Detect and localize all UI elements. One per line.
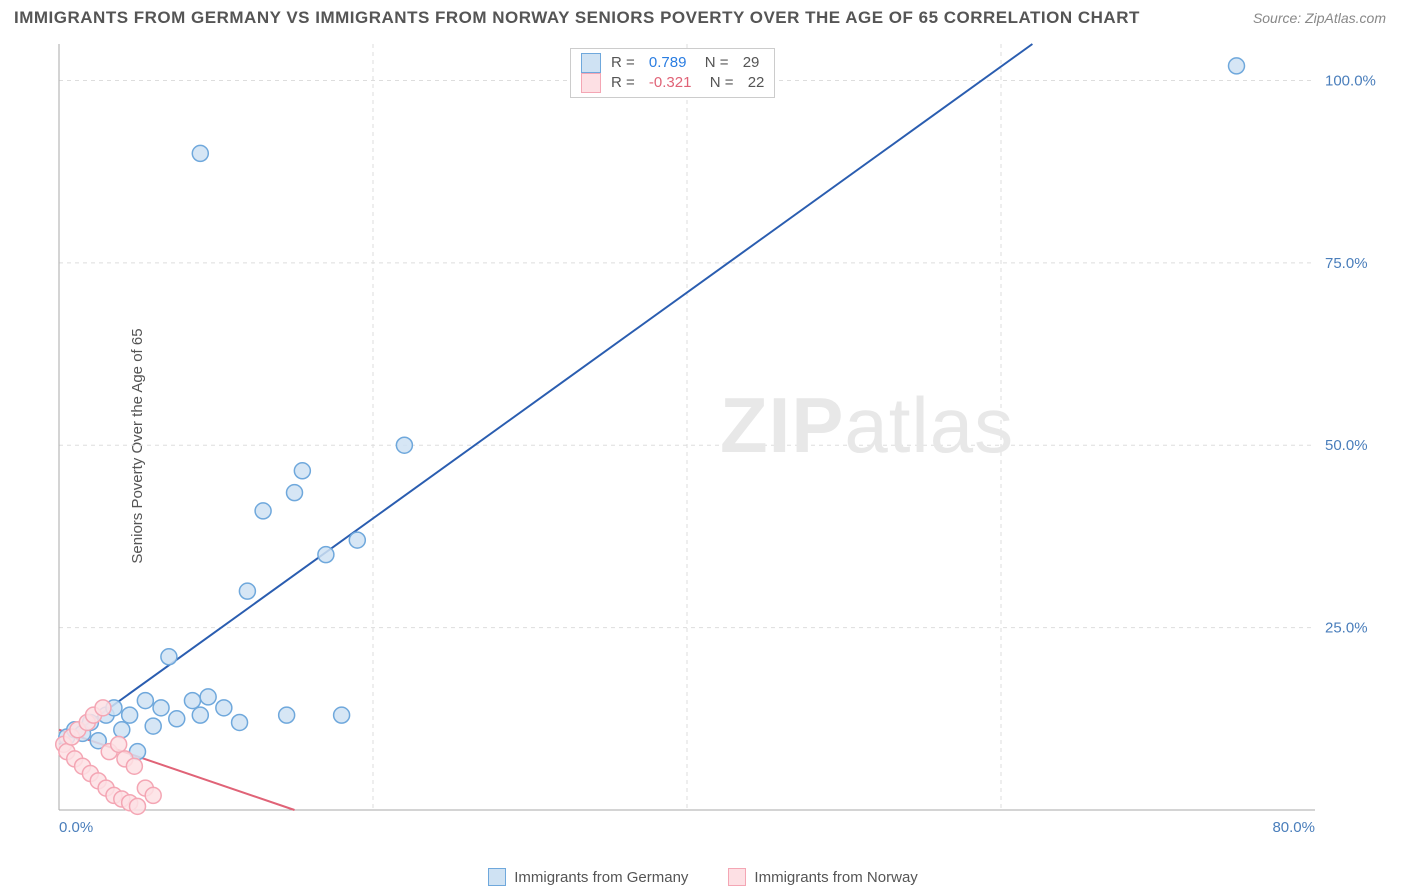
- stats-row: R = -0.321 N = 22: [581, 73, 764, 93]
- n-label: N =: [696, 54, 728, 71]
- source-label: Source: ZipAtlas.com: [1253, 10, 1386, 26]
- svg-text:80.0%: 80.0%: [1272, 819, 1315, 836]
- series-swatch: [581, 73, 601, 93]
- r-label: R =: [611, 54, 639, 71]
- legend-item: Immigrants from Germany: [488, 868, 688, 886]
- legend-swatch: [488, 868, 506, 886]
- legend-swatch: [728, 868, 746, 886]
- legend-label: Immigrants from Germany: [514, 869, 688, 886]
- bottom-legend: Immigrants from Germany Immigrants from N…: [0, 868, 1406, 886]
- correlation-chart: 25.0% 50.0% 75.0% 100.0% 0.0% 80.0%: [55, 40, 1385, 840]
- chart-title: IMMIGRANTS FROM GERMANY VS IMMIGRANTS FR…: [14, 8, 1140, 28]
- series-swatch: [581, 53, 601, 73]
- stats-row: R = 0.789 N = 29: [581, 53, 764, 73]
- svg-text:25.0%: 25.0%: [1325, 620, 1368, 637]
- r-label: R =: [611, 74, 639, 91]
- svg-text:75.0%: 75.0%: [1325, 255, 1368, 272]
- legend-label: Immigrants from Norway: [754, 869, 917, 886]
- r-value: -0.321: [649, 74, 692, 91]
- n-value: 29: [739, 54, 760, 71]
- stats-legend-box: R = 0.789 N = 29R = -0.321 N = 22: [570, 48, 775, 98]
- svg-text:0.0%: 0.0%: [59, 819, 93, 836]
- legend-item: Immigrants from Norway: [728, 868, 917, 886]
- n-value: 22: [744, 74, 765, 91]
- r-value: 0.789: [649, 54, 687, 71]
- svg-text:100.0%: 100.0%: [1325, 72, 1376, 89]
- n-label: N =: [701, 74, 733, 91]
- svg-text:50.0%: 50.0%: [1325, 437, 1368, 454]
